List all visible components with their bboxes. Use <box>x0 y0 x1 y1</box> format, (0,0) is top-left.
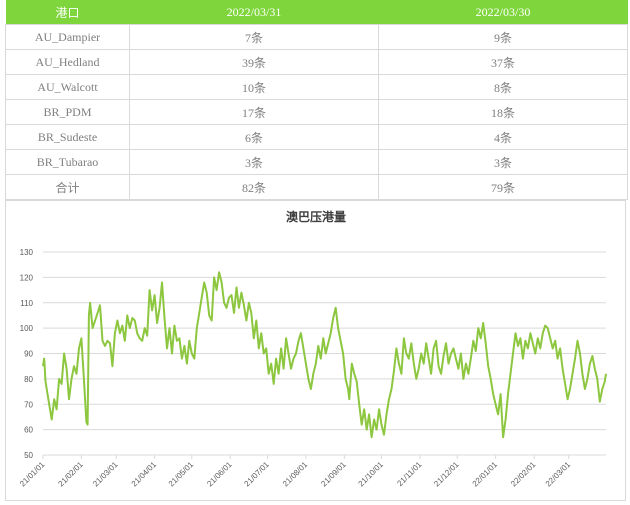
x-tick-label: 21/07/01 <box>242 460 271 489</box>
series-line <box>42 271 607 439</box>
x-tick-label: 22/01/01 <box>471 460 500 489</box>
x-tick-label: 22/03/01 <box>544 460 573 489</box>
port-name-cell: AU_Walcott <box>5 74 130 100</box>
port-name-cell: BR_Sudeste <box>5 124 130 150</box>
x-tick-label: 21/11/01 <box>395 460 423 488</box>
total-count-cell: 82条 <box>129 174 379 200</box>
x-tick-label: 21/08/01 <box>281 460 310 489</box>
x-tick-label: 21/02/01 <box>56 460 85 489</box>
count-cell: 3条 <box>378 149 628 175</box>
x-axis-ticks: 21/01/01 21/02/01 21/03/01 21/04/01 21/05/01… <box>18 455 573 488</box>
x-tick-label: 21/03/01 <box>91 460 120 489</box>
y-tick-label: 80 <box>24 375 33 384</box>
count-cell: 7条 <box>129 24 379 50</box>
table-row: AU_Dampier 7条 9条 <box>5 24 628 50</box>
count-cell: 17条 <box>129 99 379 125</box>
y-tick-label: 130 <box>20 248 34 257</box>
total-label-cell: 合计 <box>5 174 130 200</box>
column-header-date1: 2022/03/31 <box>129 0 379 25</box>
y-axis-ticks: 50 60 70 80 90 100 110 120 130 <box>20 248 34 460</box>
y-tick-label: 90 <box>24 350 33 359</box>
y-tick-label: 50 <box>24 451 33 460</box>
x-tick-label: 21/04/01 <box>130 460 159 489</box>
count-cell: 4条 <box>378 124 628 150</box>
count-cell: 10条 <box>129 74 379 100</box>
port-name-cell: AU_Hedland <box>5 49 130 75</box>
table-row: BR_Tubarao 3条 3条 <box>5 149 628 175</box>
port-name-cell: BR_PDM <box>5 99 130 125</box>
table-row: AU_Hedland 39条 37条 <box>5 49 628 75</box>
chart-title: 澳巴压港量 <box>286 209 346 224</box>
x-tick-label: 21/01/01 <box>18 460 47 489</box>
y-tick-label: 120 <box>20 273 34 282</box>
x-tick-label: 21/05/01 <box>167 460 196 489</box>
y-tick-label: 100 <box>20 324 34 333</box>
column-header-date2: 2022/03/30 <box>378 0 628 25</box>
count-cell: 37条 <box>378 49 628 75</box>
count-cell: 39条 <box>129 49 379 75</box>
count-cell: 3条 <box>129 149 379 175</box>
table-row: AU_Walcott 10条 8条 <box>5 74 628 100</box>
x-tick-label: 21/09/01 <box>319 460 348 489</box>
count-cell: 8条 <box>378 74 628 100</box>
table-row: BR_Sudeste 6条 4条 <box>5 124 628 150</box>
x-tick-label: 21/12/01 <box>432 460 461 489</box>
count-cell: 6条 <box>129 124 379 150</box>
total-count-cell: 79条 <box>378 174 628 200</box>
y-tick-label: 110 <box>20 299 33 308</box>
x-tick-label: 21/06/01 <box>205 460 234 489</box>
column-header-port: 港口 <box>5 0 130 25</box>
table-row: BR_PDM 17条 18条 <box>5 99 628 125</box>
x-tick-label: 21/10/01 <box>357 460 386 489</box>
port-name-cell: BR_Tubarao <box>5 149 130 175</box>
x-tick-label: 22/02/01 <box>509 460 538 489</box>
chart-panel: 澳巴压港量 50 60 70 80 90 100 110 120 130 21/01/01 21/… <box>5 200 626 501</box>
table-total-row: 合计 82条 79条 <box>5 174 628 200</box>
port-name-cell: AU_Dampier <box>5 24 130 50</box>
count-cell: 9条 <box>378 24 628 50</box>
y-tick-label: 70 <box>24 400 33 409</box>
count-cell: 18条 <box>378 99 628 125</box>
y-tick-label: 60 <box>24 426 33 435</box>
port-table: 港口 2022/03/31 2022/03/30 AU_Dampier 7条 9… <box>5 0 628 200</box>
table-header-row: 港口 2022/03/31 2022/03/30 <box>5 0 628 25</box>
